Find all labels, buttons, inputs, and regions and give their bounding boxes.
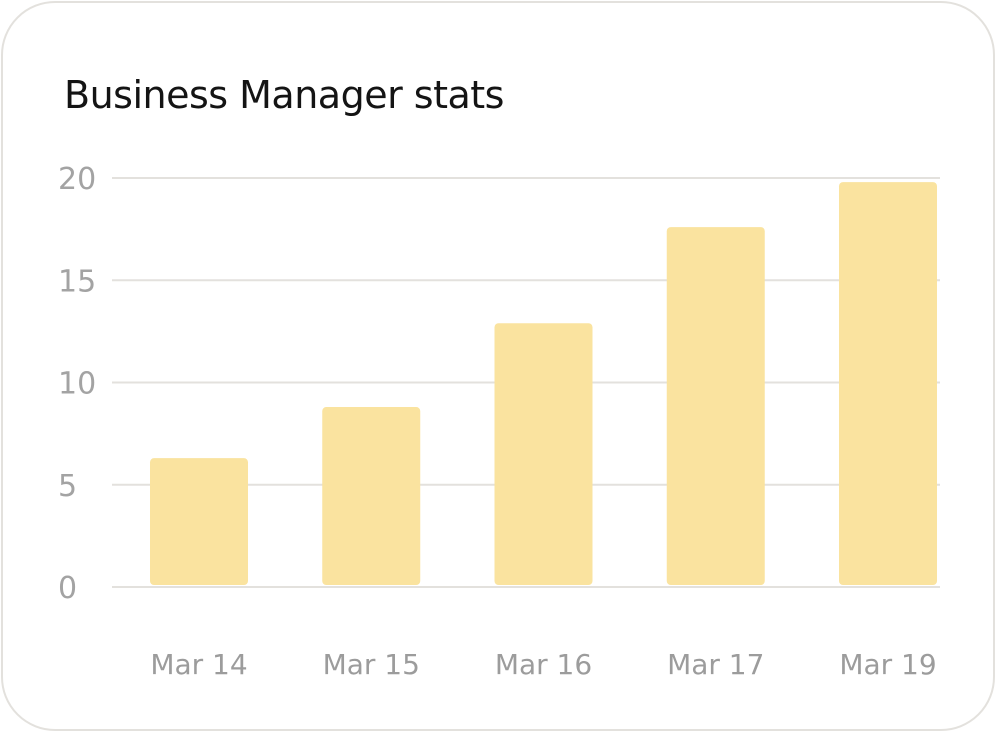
y-axis-ticks: 0 5 10 15 20 <box>58 162 96 606</box>
y-tick-label-20: 20 <box>58 162 96 197</box>
y-tick-label-10: 10 <box>58 367 96 402</box>
chart-title: Business Manager stats <box>64 73 504 117</box>
x-axis-ticks: Mar 14 Mar 15 Mar 16 Mar 17 Mar 19 <box>150 648 936 681</box>
x-tick-label-mar-19: Mar 19 <box>839 648 936 681</box>
y-tick-label-0: 0 <box>58 571 77 606</box>
x-tick-label-mar-14: Mar 14 <box>150 648 247 681</box>
x-tick-label-mar-16: Mar 16 <box>495 648 592 681</box>
bar-mar-14[interactable] <box>150 458 248 585</box>
bar-mar-17[interactable] <box>666 227 765 585</box>
x-tick-label-mar-17: Mar 17 <box>667 648 764 681</box>
bars <box>150 182 937 585</box>
bar-mar-15[interactable] <box>322 407 421 585</box>
x-tick-label-mar-15: Mar 15 <box>323 648 420 681</box>
bar-mar-16[interactable] <box>494 323 593 585</box>
y-tick-label-5: 5 <box>58 469 77 504</box>
bar-mar-19[interactable] <box>839 182 937 585</box>
y-tick-label-15: 15 <box>58 264 96 299</box>
